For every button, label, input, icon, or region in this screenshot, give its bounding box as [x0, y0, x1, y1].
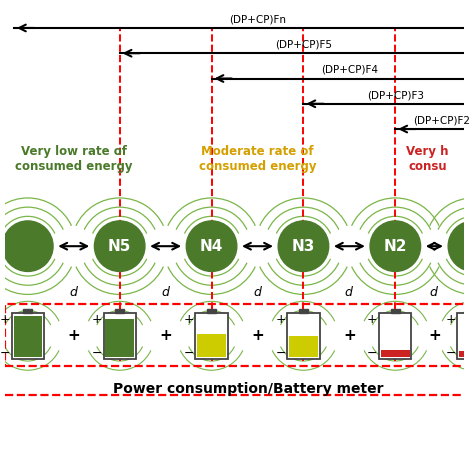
- Text: −: −: [0, 347, 10, 360]
- Text: (DP+CP)Fn: (DP+CP)Fn: [229, 14, 286, 24]
- Bar: [115, 309, 124, 313]
- Bar: [289, 336, 318, 357]
- Text: N2: N2: [383, 239, 407, 254]
- Bar: [379, 313, 411, 359]
- Text: +: +: [91, 313, 102, 326]
- Text: N5: N5: [108, 239, 131, 254]
- Text: +: +: [428, 328, 441, 343]
- Text: +: +: [251, 328, 264, 343]
- Circle shape: [370, 221, 420, 272]
- Bar: [12, 313, 44, 359]
- Circle shape: [2, 221, 53, 272]
- Text: −: −: [445, 347, 456, 360]
- Text: (DP+CP)F3: (DP+CP)F3: [367, 90, 424, 100]
- Text: $d$: $d$: [161, 285, 171, 299]
- Circle shape: [278, 221, 328, 272]
- Text: (DP+CP)F2: (DP+CP)F2: [413, 115, 470, 125]
- Text: N3: N3: [292, 239, 315, 254]
- Circle shape: [448, 221, 474, 272]
- Bar: [105, 319, 134, 357]
- Bar: [195, 313, 228, 359]
- Bar: [469, 309, 474, 313]
- Text: (DP+CP)F4: (DP+CP)F4: [321, 65, 378, 75]
- Bar: [197, 334, 226, 357]
- Text: $d$: $d$: [429, 285, 439, 299]
- Bar: [23, 309, 32, 313]
- Text: −: −: [367, 347, 378, 360]
- Text: +: +: [0, 313, 10, 326]
- Text: +: +: [159, 328, 172, 343]
- Text: Moderate rate of
consumed energy: Moderate rate of consumed energy: [199, 145, 316, 173]
- Bar: [299, 309, 308, 313]
- Bar: [14, 316, 42, 357]
- Bar: [207, 309, 216, 313]
- Text: $d$: $d$: [345, 285, 355, 299]
- Text: +: +: [275, 313, 286, 326]
- Text: +: +: [367, 313, 378, 326]
- Text: (DP+CP)F5: (DP+CP)F5: [275, 39, 332, 50]
- Bar: [104, 313, 136, 359]
- Bar: [391, 309, 400, 313]
- Text: +: +: [445, 313, 456, 326]
- Text: +: +: [183, 313, 194, 326]
- Circle shape: [186, 221, 237, 272]
- Text: Very h
consu: Very h consu: [406, 145, 449, 173]
- Bar: [287, 313, 319, 359]
- Text: +: +: [67, 328, 80, 343]
- Text: −: −: [183, 347, 194, 360]
- Text: Very low rate of
consumed energy: Very low rate of consumed energy: [15, 145, 133, 173]
- Bar: [459, 351, 474, 357]
- Text: +: +: [343, 328, 356, 343]
- Text: −: −: [275, 347, 286, 360]
- Bar: [381, 350, 410, 357]
- Text: N4: N4: [200, 239, 223, 254]
- Bar: [457, 313, 474, 359]
- Text: $d$: $d$: [253, 285, 263, 299]
- Circle shape: [94, 221, 145, 272]
- Text: Power consumption/Battery meter: Power consumption/Battery meter: [113, 382, 383, 396]
- Text: −: −: [91, 347, 102, 360]
- Text: $d$: $d$: [69, 285, 79, 299]
